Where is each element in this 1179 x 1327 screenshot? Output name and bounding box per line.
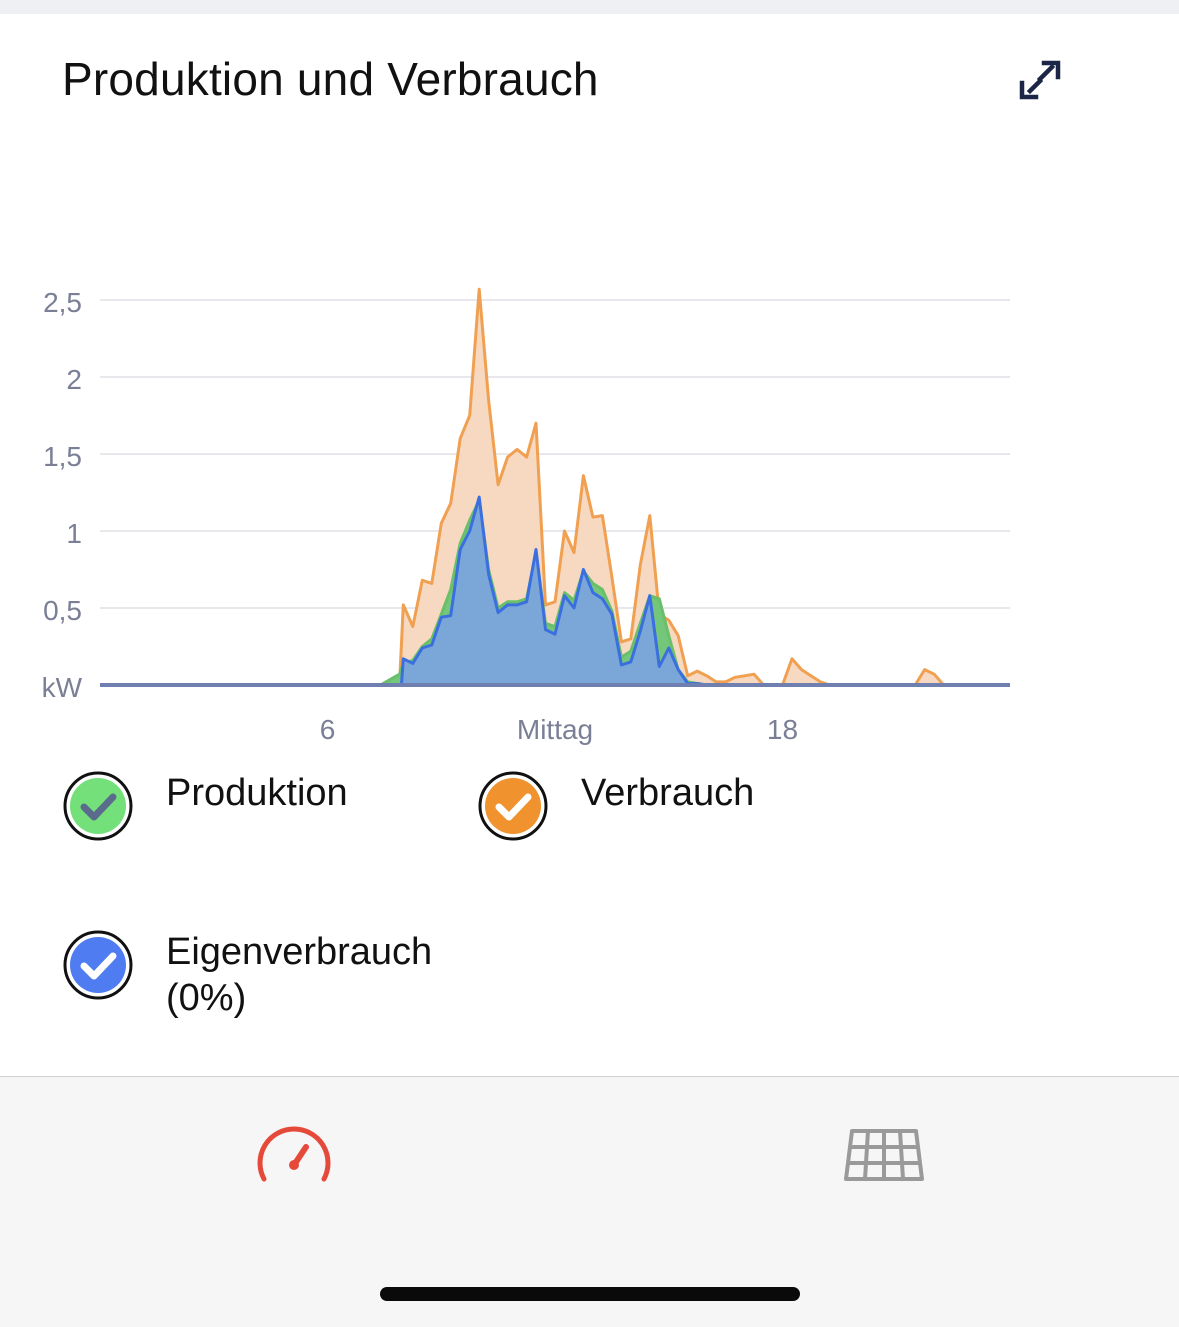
y-tick-label: 1,5: [43, 441, 82, 472]
expand-arrows-icon[interactable]: [1014, 55, 1068, 105]
tab-bar: [0, 1076, 1179, 1327]
x-tick-label: 6: [320, 714, 336, 745]
legend-item-verbrauch[interactable]: Verbrauch: [477, 770, 754, 842]
series-line-verbrauch: [100, 287, 1010, 687]
production-consumption-chart: kW 0,5 1 1,5 2 2,5 6 Mittag 18: [42, 287, 1010, 745]
legend-item-produktion[interactable]: Produktion: [62, 770, 348, 842]
legend-label-verbrauch: Verbrauch: [581, 772, 755, 814]
y-tick-label: kW: [42, 672, 83, 703]
y-tick-label: 0,5: [43, 595, 82, 626]
x-tick-label: Mittag: [517, 714, 593, 745]
eigenverbrauch-check-icon: [63, 930, 133, 1000]
series-line-eigenverbrauch: [100, 495, 1010, 687]
legend-label-produktion: Produktion: [166, 772, 348, 814]
verbrauch-check-icon: [478, 771, 548, 841]
status-bar-strip: [0, 0, 1179, 14]
legend-label-eigenverbrauch: Eigenverbrauch (0%): [166, 931, 433, 1019]
series-area-eigenverbrauch: [100, 497, 1010, 685]
solar-panel-icon[interactable]: [842, 1127, 926, 1188]
series-area-verbrauch: [100, 289, 1010, 685]
home-indicator: [380, 1287, 800, 1301]
series-line-produktion: [100, 498, 1010, 687]
page-title: Produktion und Verbrauch: [62, 53, 599, 105]
legend-item-eigenverbrauch[interactable]: Eigenverbrauch (0%): [62, 929, 432, 1021]
produktion-check-icon: [63, 771, 133, 841]
y-tick-label: 2: [66, 364, 82, 395]
x-tick-label: 18: [767, 714, 798, 745]
speedometer-icon[interactable]: [254, 1121, 334, 1190]
y-tick-label: 2,5: [43, 287, 82, 318]
y-tick-label: 1: [66, 518, 82, 549]
